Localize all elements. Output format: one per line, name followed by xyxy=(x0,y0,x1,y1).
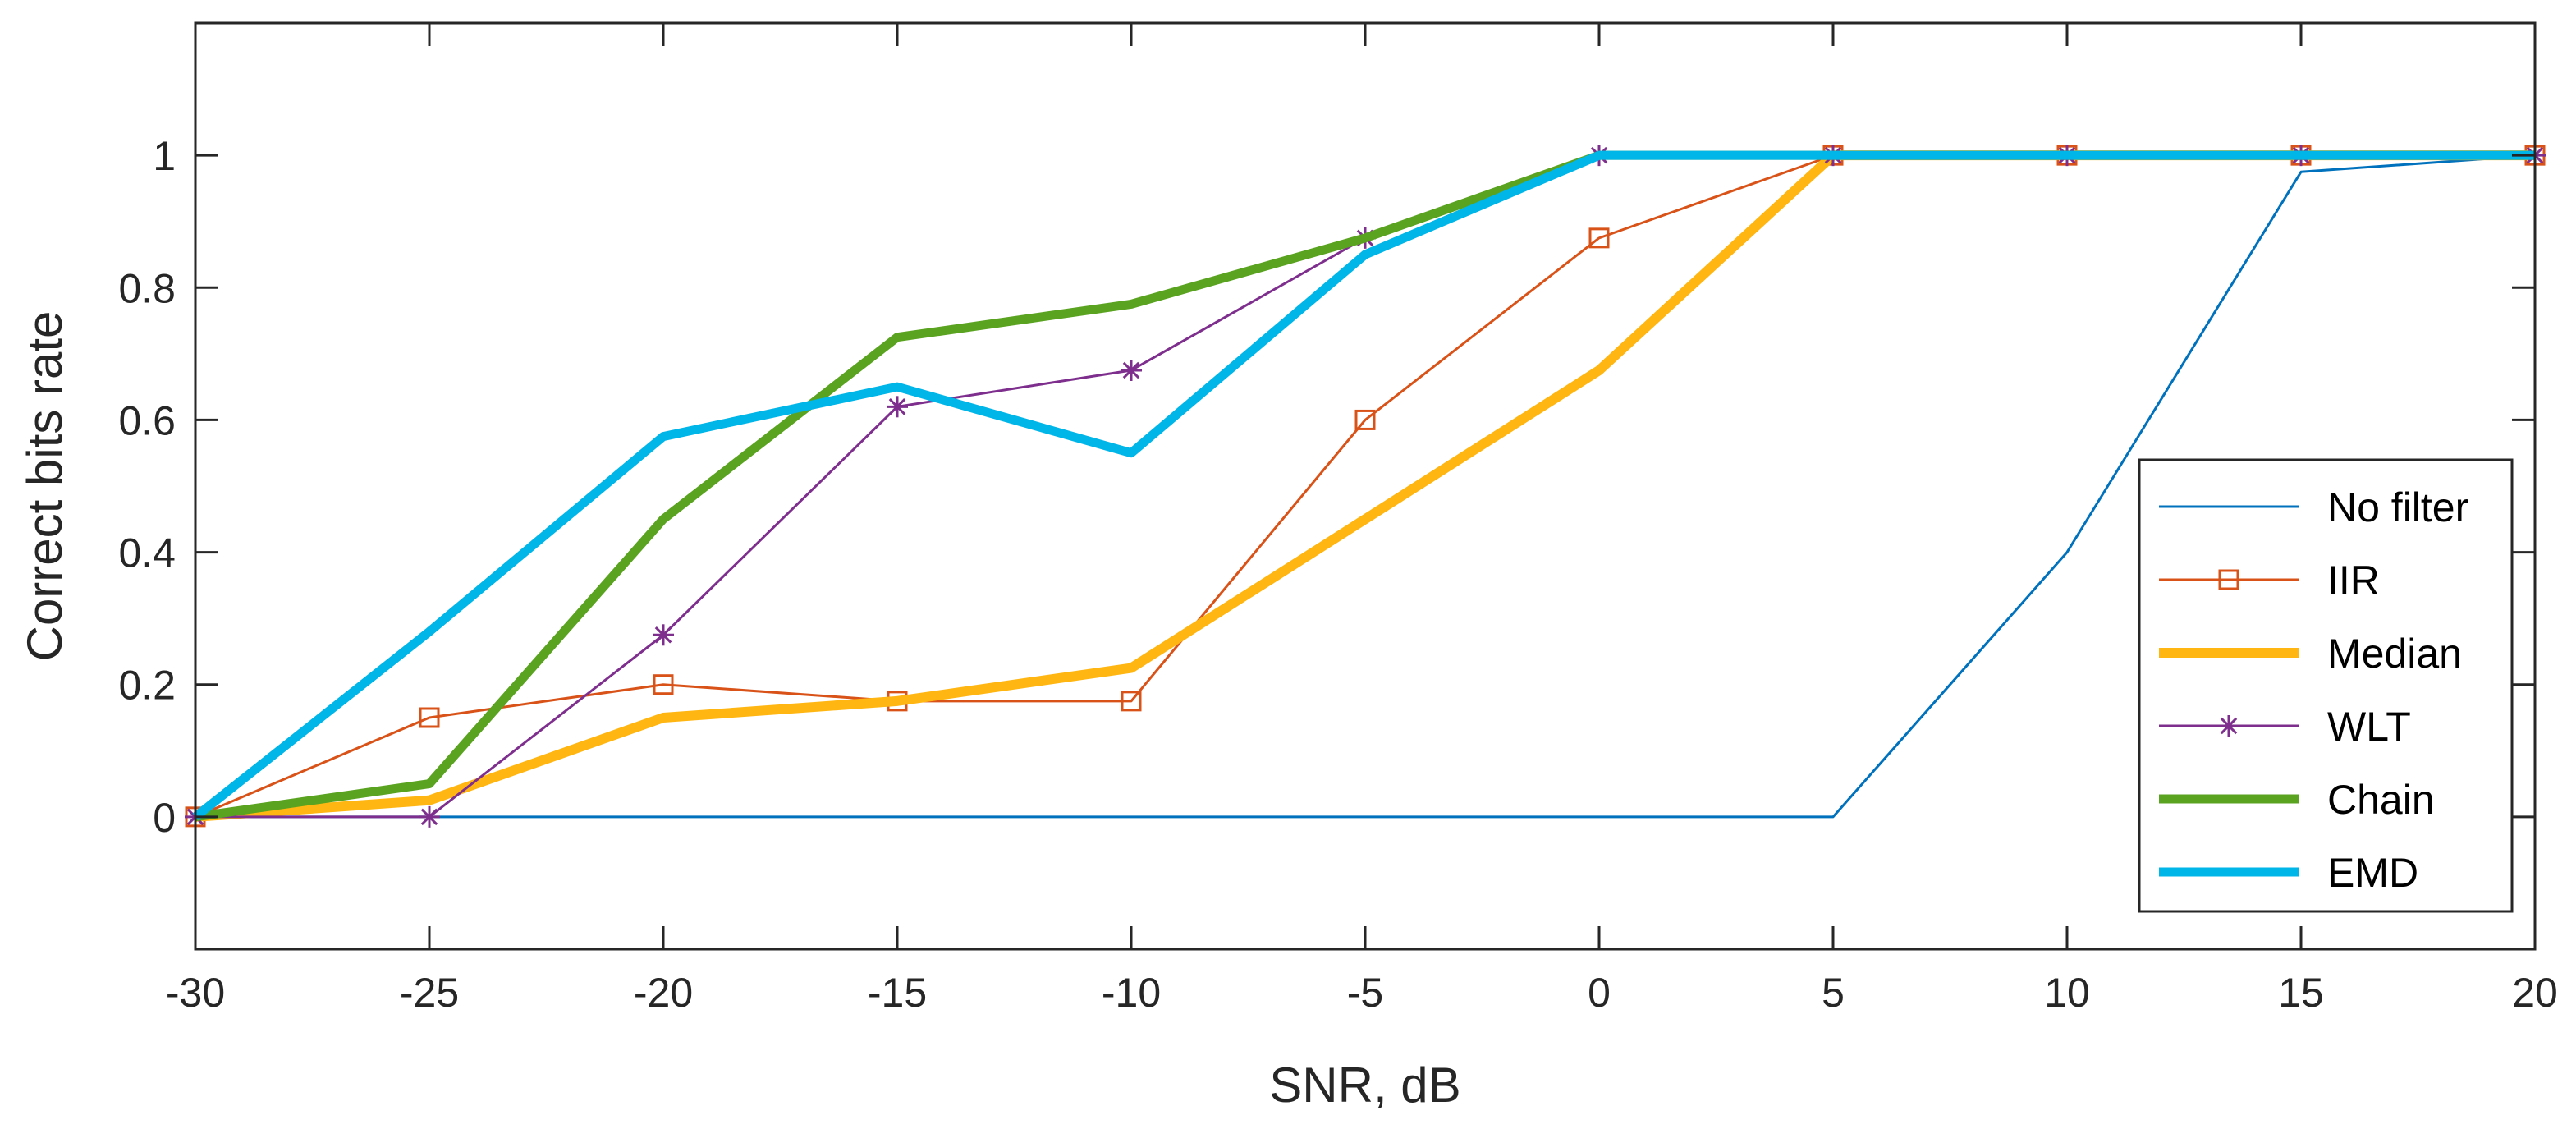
x-tick-label: -20 xyxy=(634,970,693,1016)
legend-item-wlt: WLT xyxy=(2159,704,2411,750)
y-axis-title: Correct bits rate xyxy=(17,311,72,662)
legend-box xyxy=(2138,458,2514,913)
data-point-iir xyxy=(419,707,440,728)
legend-marker xyxy=(2218,715,2239,737)
legend-item-iir: IIR xyxy=(2159,558,2380,604)
legend-label: IIR xyxy=(2327,558,2380,604)
x-tick-label: -5 xyxy=(1347,970,1383,1016)
x-tick-label: 15 xyxy=(2278,970,2324,1016)
x-tick-label: 10 xyxy=(2044,970,2090,1016)
series-emd xyxy=(192,150,2535,821)
legend-marker xyxy=(2218,569,2239,590)
y-tick-label: 0.8 xyxy=(118,265,176,311)
x-tick-label: 5 xyxy=(1822,970,1845,1016)
y-tick-label: 0.6 xyxy=(118,397,176,443)
x-tick-label: -25 xyxy=(400,970,459,1016)
legend-item-median: Median xyxy=(2159,631,2462,677)
y-tick-label: 0.4 xyxy=(118,530,176,576)
legend-label: EMD xyxy=(2327,850,2418,896)
plot-frame xyxy=(194,21,2537,951)
data-point-wlt xyxy=(419,805,440,828)
x-axis-title: SNR, dB xyxy=(1269,1058,1460,1113)
data-point-wlt xyxy=(887,396,908,418)
legend-item-chain: Chain xyxy=(2159,777,2435,823)
data-point-wlt xyxy=(653,624,674,646)
y-tick-label: 1 xyxy=(153,133,176,179)
legend-label: No filter xyxy=(2327,484,2468,530)
data-point-iir xyxy=(1121,691,1142,712)
y-tick-label: 0.2 xyxy=(118,663,176,709)
data-point-iir xyxy=(653,674,674,695)
legend-item-no-filter: No filter xyxy=(2159,484,2468,530)
x-tick-label: 0 xyxy=(1588,970,1611,1016)
series-no-filter xyxy=(195,154,2536,819)
y-tick-label: 0 xyxy=(153,795,176,841)
legend-item-emd: EMD xyxy=(2159,850,2418,896)
legend-label: Median xyxy=(2327,631,2462,677)
x-tick-label: -30 xyxy=(166,970,225,1016)
data-point-iir xyxy=(1588,227,1610,249)
tick-layer: -30 -25 -20 -15 -10 -5 0 5 10 15 20 0 0.2 0.4 0.6 0.8 1 xyxy=(118,23,2558,1016)
legend-label: Chain xyxy=(2327,777,2435,823)
series-line-emd xyxy=(192,150,2535,821)
data-point-wlt xyxy=(1121,360,1142,381)
x-tick-label: -10 xyxy=(1102,970,1161,1016)
legend-label: WLT xyxy=(2327,704,2411,750)
data-point-iir xyxy=(1354,409,1376,430)
x-tick-label: 20 xyxy=(2512,970,2558,1016)
x-tick-label: -15 xyxy=(868,970,927,1016)
series-line-no-filter xyxy=(195,154,2536,819)
legend: No filter IIR Median WLT Chain EMD xyxy=(2138,458,2514,913)
